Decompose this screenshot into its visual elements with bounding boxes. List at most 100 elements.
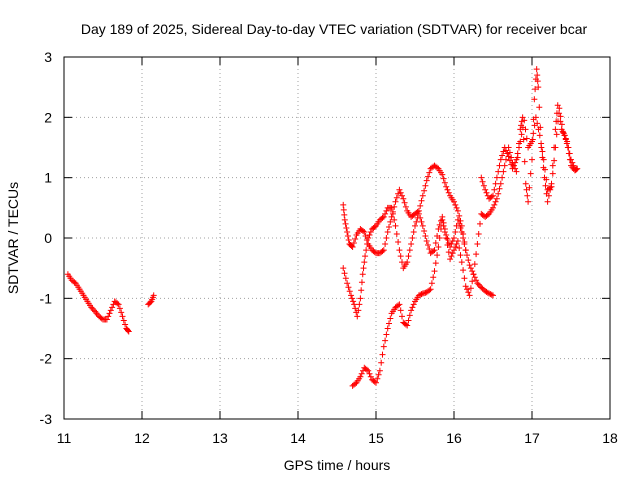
data-point	[526, 184, 533, 191]
data-point	[527, 170, 534, 177]
x-tick-labels: 11 12 13 14 15 16 17 18	[57, 430, 618, 446]
x-tick-label: 18	[602, 430, 618, 446]
data-point	[367, 228, 374, 235]
data-point	[360, 227, 366, 234]
data-point	[462, 283, 469, 290]
data-point	[495, 168, 502, 175]
data-point	[107, 307, 114, 314]
data-point	[399, 259, 405, 266]
data-point	[500, 148, 507, 155]
data-point	[569, 159, 576, 166]
data-point	[387, 315, 394, 322]
data-point	[396, 186, 403, 193]
data-point	[354, 313, 361, 320]
data-point	[488, 291, 495, 298]
data-point	[422, 182, 429, 189]
data-point	[438, 225, 444, 232]
data-point	[404, 259, 411, 266]
data-point	[495, 190, 502, 197]
data-point	[415, 210, 422, 217]
data-point	[404, 322, 411, 329]
data-point	[409, 304, 416, 311]
data-point	[462, 247, 469, 254]
data-point	[350, 298, 357, 305]
data-point	[399, 313, 405, 320]
data-point	[396, 301, 403, 308]
data-point	[532, 86, 539, 93]
data-point	[340, 265, 347, 272]
data-point	[417, 214, 424, 221]
data-point	[423, 238, 430, 245]
data-point	[418, 197, 425, 204]
data-point	[426, 246, 433, 253]
data-point	[545, 192, 552, 199]
data-point	[491, 186, 498, 193]
data-point	[539, 148, 546, 155]
data-point	[400, 195, 407, 202]
data-point	[457, 252, 464, 259]
data-point	[522, 126, 529, 133]
data-point	[499, 152, 506, 159]
data-point	[503, 147, 509, 154]
y-tick-label: 0	[44, 230, 52, 246]
data-point	[124, 327, 131, 334]
data-point	[395, 239, 402, 246]
data-point	[71, 279, 78, 286]
x-tick-label: 15	[368, 430, 384, 446]
data-point	[402, 203, 409, 210]
data-point	[451, 247, 457, 254]
data-point	[522, 180, 529, 187]
data-point	[376, 367, 383, 374]
data-point	[431, 268, 438, 275]
series-arc1	[64, 271, 132, 335]
data-point	[444, 236, 451, 243]
data-point	[383, 331, 390, 338]
data-point	[408, 307, 415, 314]
data-point	[473, 251, 480, 258]
data-point	[406, 312, 413, 319]
data-point	[445, 189, 452, 196]
data-point	[512, 159, 519, 166]
data-point	[478, 174, 485, 181]
data-point	[362, 253, 369, 260]
data-point	[532, 114, 539, 121]
data-point	[469, 278, 476, 285]
data-point	[435, 244, 442, 251]
data-point	[453, 241, 460, 248]
data-point	[448, 253, 455, 260]
data-point	[469, 268, 476, 275]
y-tick-labels: -3 -2 -1 0 1 2 3	[40, 49, 53, 427]
data-point	[534, 78, 541, 85]
data-point	[391, 216, 398, 223]
data-point	[499, 174, 506, 181]
data-point	[364, 241, 371, 248]
data-point	[535, 126, 542, 133]
data-point	[505, 153, 512, 160]
data-point	[348, 292, 355, 299]
data-point	[380, 247, 387, 254]
data-point	[386, 223, 392, 230]
data-point	[358, 279, 365, 286]
data-point	[451, 198, 457, 205]
data-point	[103, 316, 110, 323]
data-point	[106, 310, 113, 317]
data-point	[467, 265, 474, 272]
data-point	[363, 247, 370, 254]
data-point	[458, 259, 465, 266]
data-point	[373, 379, 379, 386]
data-point	[520, 136, 527, 143]
y-tick-label: -3	[40, 411, 53, 427]
data-point	[516, 144, 522, 151]
data-point	[348, 243, 355, 250]
data-point	[344, 232, 351, 239]
data-point	[518, 131, 525, 138]
data-point	[556, 105, 563, 112]
x-tick-label: 16	[446, 430, 462, 446]
data-point	[452, 228, 459, 235]
data-point	[115, 301, 122, 308]
data-point	[387, 218, 394, 225]
data-point	[561, 132, 568, 139]
data-point	[536, 132, 543, 139]
data-point	[359, 271, 366, 278]
data-point	[548, 183, 555, 190]
